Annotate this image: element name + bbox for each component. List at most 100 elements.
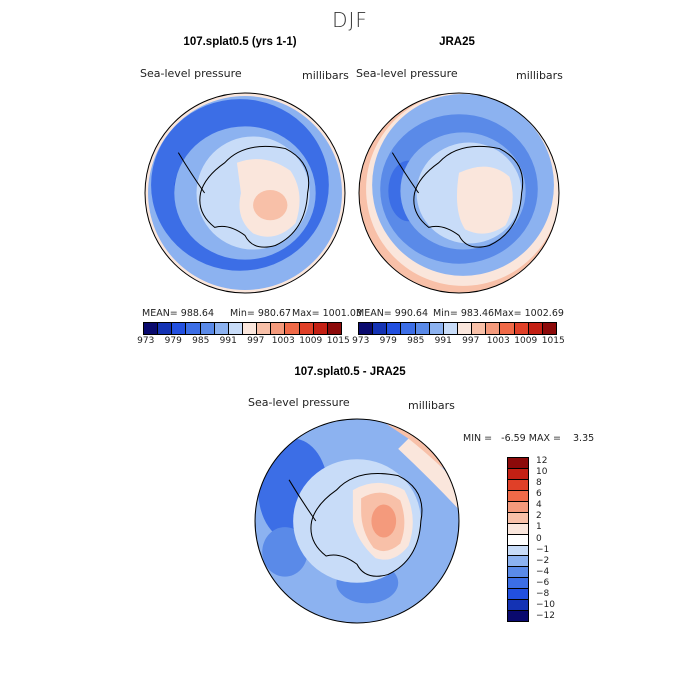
right-map (358, 92, 560, 294)
right-colorbar-swatch (401, 323, 416, 334)
diff-minmax: MIN = -6.59 MAX = 3.35 (463, 433, 595, 444)
right-colorbar-swatch (359, 323, 374, 334)
left-colorbar-tick: 1009 (299, 336, 323, 346)
diff-colorbar-tick: −8 (536, 588, 550, 599)
diff-map (254, 418, 460, 624)
diff-peninsula (288, 479, 317, 522)
left-colorbar-tick: 985 (192, 336, 210, 346)
diff-colorbar-swatch (508, 458, 528, 469)
diff-colorbar-swatch (508, 501, 528, 513)
left-colorbar-tick: 979 (164, 336, 182, 346)
right-colorbar-tick: 985 (407, 336, 425, 346)
right-colorbar-swatch (415, 323, 430, 334)
left-colorbar (143, 322, 342, 335)
diff-colorbar (507, 457, 529, 622)
right-colorbar-swatch (514, 323, 529, 334)
diff-colorbar-swatch (508, 600, 528, 612)
right-map-border (358, 92, 560, 294)
left-colorbar-swatch (271, 323, 286, 334)
left-colorbar-swatch (313, 323, 328, 334)
left-colorbar-swatch (327, 323, 341, 334)
right-min: Min= 983.46 (433, 308, 495, 319)
diff-colorbar-tick: −1 (536, 544, 550, 555)
diff-colorbar-swatch (508, 512, 528, 524)
left-colorbar-swatch (228, 323, 243, 334)
left-colorbar-tick: 973 (137, 336, 155, 346)
diff-colorbar-ticks: 12 10 8 6 4 2 1 0 −1 −2 −4 −6 −8 −10 −12 (536, 456, 576, 622)
left-colorbar-ticks: 973 979 985 991 997 1003 1009 1015 (132, 336, 352, 346)
right-colorbar-swatch (472, 323, 487, 334)
diff-colorbar-tick: 10 (536, 467, 548, 478)
right-panel-title: JRA25 (439, 36, 475, 48)
right-mean: MEAN= 990.64 (356, 308, 429, 319)
right-peninsula (391, 152, 420, 194)
left-colorbar-swatch (200, 323, 215, 334)
diff-colorbar-tick: 12 (536, 456, 548, 466)
right-variable-label: Sea-level pressure (356, 67, 458, 80)
diff-field-topright-band (398, 438, 459, 511)
diff-colorbar-tick: −10 (536, 599, 555, 610)
diff-colorbar-swatch (508, 589, 528, 601)
diff-colorbar-swatch (508, 567, 528, 579)
right-antarctica-coast (413, 145, 524, 248)
left-mean: MEAN= 988.64 (142, 308, 215, 319)
diff-colorbar-tick: −4 (536, 566, 550, 577)
right-colorbar-tick: 991 (434, 336, 452, 346)
right-colorbar-swatch (429, 323, 444, 334)
diff-colorbar-tick: −6 (536, 577, 550, 588)
left-antarctica-coast (199, 145, 310, 248)
right-colorbar-swatch (542, 323, 556, 334)
diff-field-pos-core (371, 504, 397, 538)
left-peninsula (177, 152, 206, 194)
diff-colorbar-tick: 1 (536, 522, 542, 533)
left-colorbar-tick: 997 (247, 336, 265, 346)
left-colorbar-swatch (158, 323, 173, 334)
right-colorbar-swatch (457, 323, 473, 334)
diff-colorbar-swatch (508, 545, 528, 557)
left-colorbar-swatch (186, 323, 201, 334)
diff-map-border (254, 418, 460, 624)
left-variable-label: Sea-level pressure (140, 67, 242, 80)
diff-colorbar-swatch (508, 479, 528, 491)
right-colorbar-tick: 1015 (541, 336, 565, 346)
right-colorbar-swatch (528, 323, 543, 334)
left-colorbar-tick: 1003 (271, 336, 295, 346)
right-colorbar-swatch (486, 323, 501, 334)
diff-colorbar-tick: 4 (536, 500, 542, 511)
left-colorbar-swatch (285, 323, 300, 334)
diff-colorbar-tick: −2 (536, 555, 550, 566)
left-units-label: millibars (302, 69, 349, 82)
right-field-high (456, 166, 513, 234)
left-colorbar-swatch (242, 323, 258, 334)
right-colorbar-tick: 979 (379, 336, 397, 346)
right-max: Max= 1002.69 (494, 308, 564, 319)
right-colorbar-tick: 1009 (514, 336, 538, 346)
diff-colorbar-swatch (508, 611, 528, 622)
left-colorbar-tick: 1015 (326, 336, 350, 346)
diff-colorbar-swatch (508, 556, 528, 568)
left-colorbar-swatch (214, 323, 229, 334)
left-colorbar-swatch (172, 323, 187, 334)
diff-antarctica-coast (310, 473, 423, 577)
season-title: DJF (332, 8, 368, 32)
right-colorbar-ticks: 973 979 985 991 997 1003 1009 1015 (347, 336, 567, 346)
left-panel-title: 107.splat0.5 (yrs 1-1) (183, 36, 297, 48)
left-map-border (144, 92, 346, 294)
right-units-label: millibars (516, 69, 563, 82)
left-field-high-core (253, 189, 288, 221)
diff-colorbar-tick: −12 (536, 611, 555, 621)
left-colorbar-swatch (144, 323, 159, 334)
diff-colorbar-tick: 8 (536, 478, 542, 489)
diff-colorbar-tick: 0 (536, 533, 542, 544)
diff-panel-title: 107.splat0.5 - JRA25 (294, 366, 406, 378)
left-colorbar-swatch (299, 323, 314, 334)
diff-colorbar-swatch (508, 534, 528, 546)
right-colorbar-swatch (443, 323, 458, 334)
right-colorbar-swatch (373, 323, 388, 334)
diff-colorbar-tick: 6 (536, 489, 542, 500)
right-colorbar-tick: 973 (352, 336, 370, 346)
right-colorbar-tick: 1003 (486, 336, 510, 346)
diff-colorbar-tick: 2 (536, 511, 542, 522)
diff-units-label: millibars (408, 399, 455, 412)
left-min: Min= 980.67 (230, 308, 292, 319)
